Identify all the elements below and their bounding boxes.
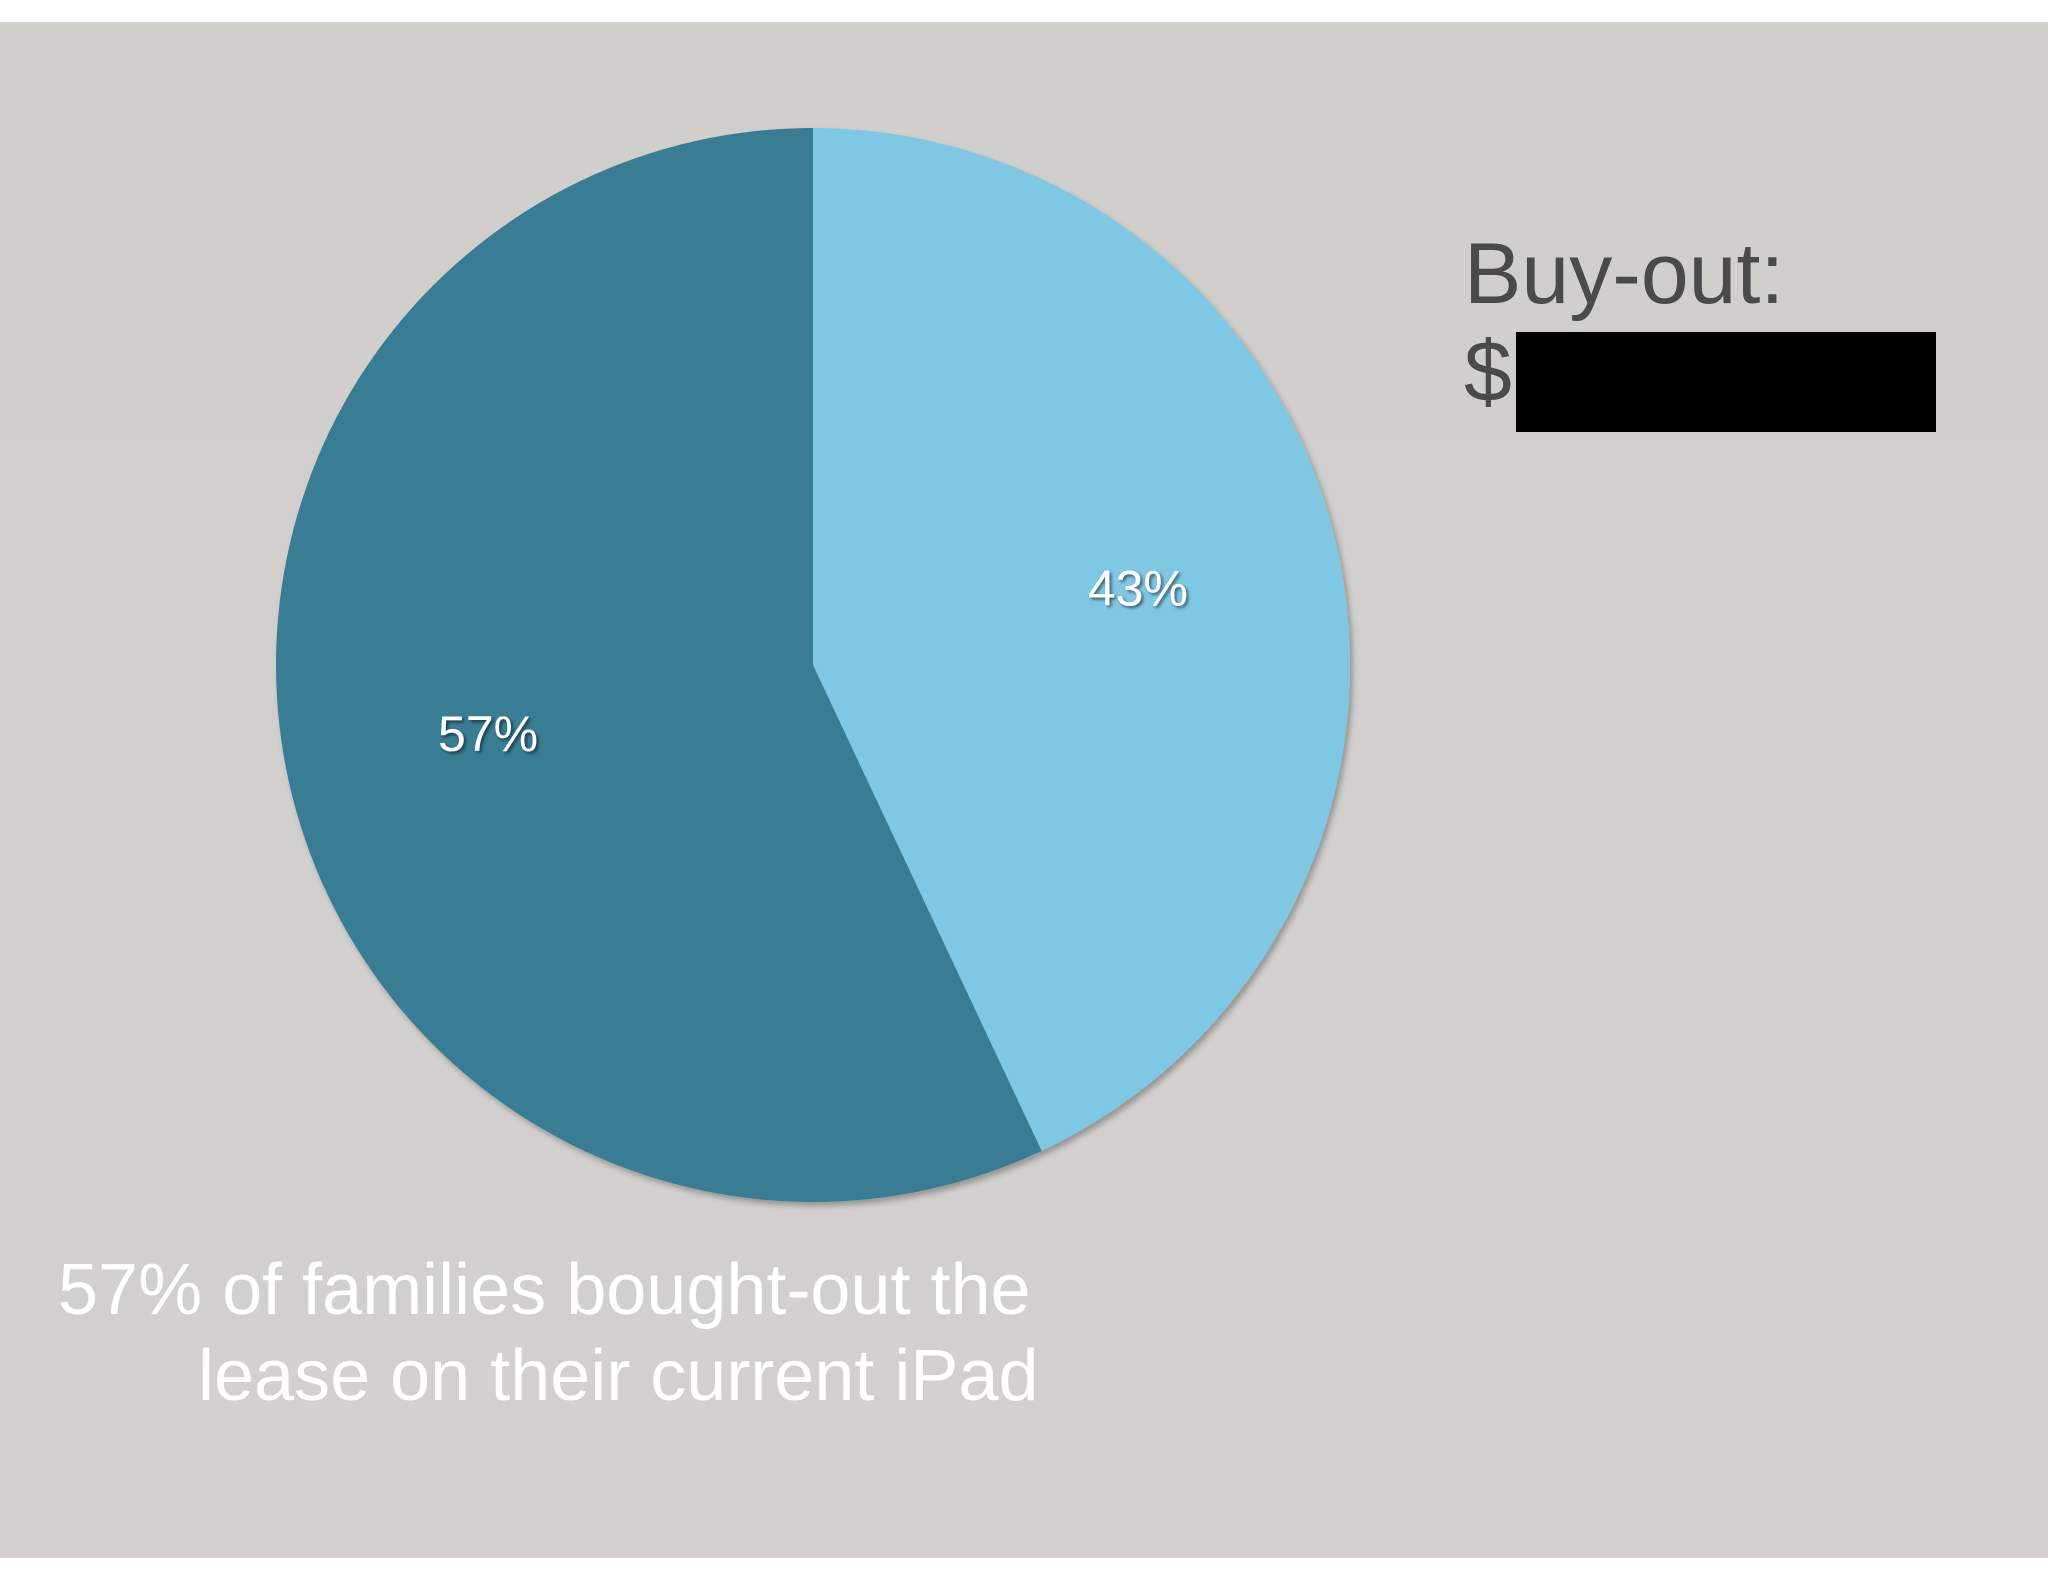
redaction-box xyxy=(1516,332,1936,432)
pie-slice-57 xyxy=(275,128,1042,1202)
pie-slice-label: 43% xyxy=(1088,561,1188,617)
buyout-amount: $ xyxy=(1464,323,1936,432)
buyout-annotation: Buy-out: $ xyxy=(1464,225,1936,432)
slide-canvas: 43% 57% Buy-out: $ 57% of families bought… xyxy=(0,22,2048,1558)
pie-slice-43 xyxy=(813,128,1350,1151)
pie-slice-label: 57% xyxy=(438,706,538,762)
buyout-title: Buy-out: xyxy=(1464,226,1785,322)
pie-chart: 43% 57% xyxy=(275,128,1350,1202)
buyout-currency-symbol: $ xyxy=(1464,324,1512,420)
chart-caption: 57% of families bought-out the lease on … xyxy=(58,1250,1039,1416)
